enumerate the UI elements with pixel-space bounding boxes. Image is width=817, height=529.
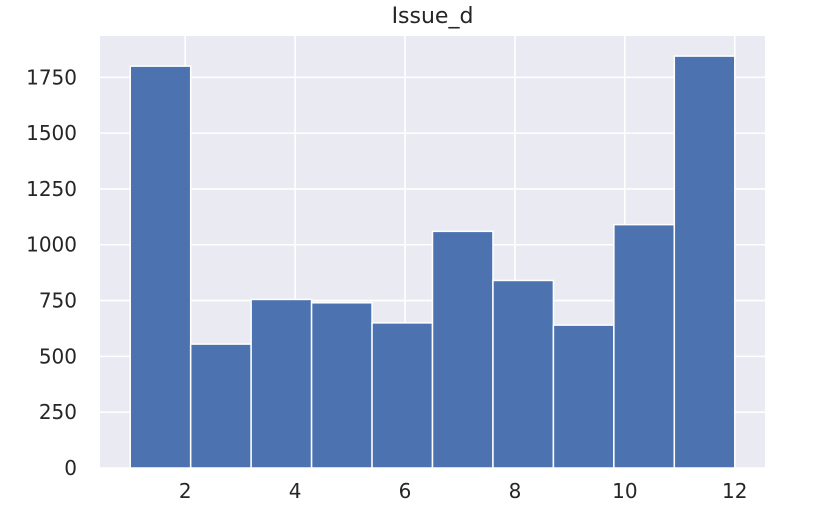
chart-title: Issue_d bbox=[392, 4, 474, 29]
y-tick-label-1500: 1500 bbox=[26, 121, 77, 145]
y-tick-label-0: 0 bbox=[64, 456, 77, 480]
y-tick-labels: 0 250 500 750 1000 1250 1500 1750 bbox=[26, 65, 77, 480]
histogram-bar-2 bbox=[189, 343, 252, 469]
x-tick-label-6: 6 bbox=[399, 479, 412, 503]
y-tick-label-250: 250 bbox=[39, 400, 77, 424]
y-tick-label-1250: 1250 bbox=[26, 177, 77, 201]
y-tick-label-750: 750 bbox=[39, 289, 77, 313]
x-tick-labels: 2 4 6 8 10 12 bbox=[179, 479, 748, 503]
x-tick-label-2: 2 bbox=[179, 479, 192, 503]
y-tick-label-1750: 1750 bbox=[26, 65, 77, 89]
histogram-bar-7 bbox=[492, 279, 555, 469]
histogram-bar-9 bbox=[613, 223, 676, 469]
x-tick-label-12: 12 bbox=[722, 479, 747, 503]
x-tick-label-10: 10 bbox=[612, 479, 637, 503]
histogram-bar-3 bbox=[250, 298, 313, 469]
histogram-bar-4 bbox=[310, 302, 373, 469]
histogram-bars bbox=[129, 55, 736, 469]
histogram-bar-8 bbox=[552, 324, 615, 469]
x-tick-label-8: 8 bbox=[509, 479, 522, 503]
x-tick-label-4: 4 bbox=[289, 479, 302, 503]
y-tick-label-1000: 1000 bbox=[26, 233, 77, 257]
histogram-bar-1 bbox=[129, 65, 192, 469]
histogram-bar-6 bbox=[431, 230, 494, 469]
histogram-bar-5 bbox=[371, 322, 434, 469]
histogram-bar-10 bbox=[673, 55, 736, 469]
y-tick-label-500: 500 bbox=[39, 344, 77, 368]
